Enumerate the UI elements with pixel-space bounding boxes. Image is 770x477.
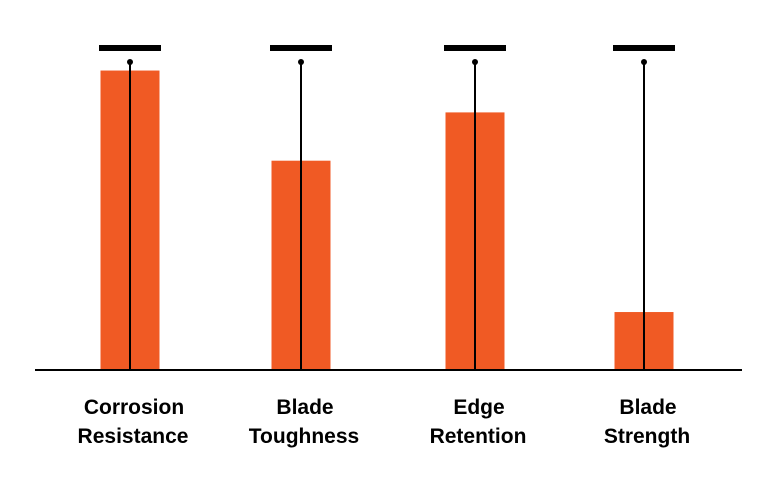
max-cap-3 bbox=[613, 45, 675, 51]
max-dot-0 bbox=[127, 59, 133, 65]
max-cap-1 bbox=[270, 45, 332, 51]
category-label-1-line-1: Toughness bbox=[249, 425, 359, 448]
max-dot-1 bbox=[298, 59, 304, 65]
category-labels-layer: Corrosion Resistance Blade Toughness Edge Ret… bbox=[78, 396, 691, 448]
category-label-3-line-0: Blade bbox=[619, 396, 676, 419]
category-label-0-line-0: Corrosion bbox=[84, 396, 184, 419]
max-cap-2 bbox=[444, 45, 506, 51]
max-cap-0 bbox=[99, 45, 161, 51]
category-label-2-line-1: Retention bbox=[430, 425, 527, 448]
category-label-2-line-0: Edge bbox=[453, 396, 504, 419]
max-dot-3 bbox=[641, 59, 647, 65]
category-label-3-line-1: Strength bbox=[604, 425, 690, 448]
category-label-1-line-0: Blade bbox=[276, 396, 333, 419]
category-label-0-line-1: Resistance bbox=[78, 425, 189, 448]
max-markers-layer bbox=[99, 45, 675, 370]
bars-layer bbox=[100, 70, 674, 371]
max-dot-2 bbox=[472, 59, 478, 65]
